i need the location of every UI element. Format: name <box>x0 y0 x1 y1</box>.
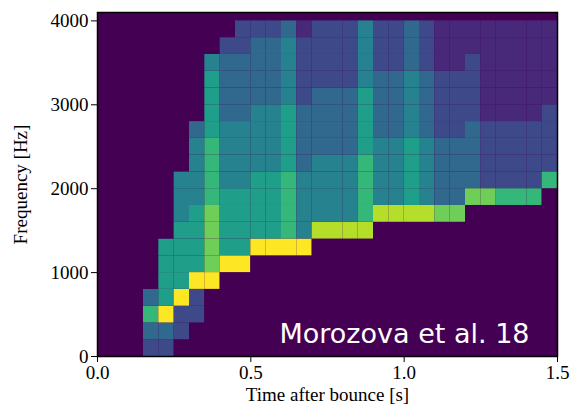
svg-text:Morozova et al. 18: Morozova et al. 18 <box>280 318 530 349</box>
svg-text:0.0: 0.0 <box>86 362 110 383</box>
svg-text:0.5: 0.5 <box>239 362 263 383</box>
svg-text:3000: 3000 <box>51 94 89 115</box>
svg-text:Time after bounce [s]: Time after bounce [s] <box>246 384 409 405</box>
svg-text:2000: 2000 <box>51 178 89 199</box>
svg-text:Frequency [Hz]: Frequency [Hz] <box>10 125 31 245</box>
svg-text:1.5: 1.5 <box>546 362 570 383</box>
svg-text:1.0: 1.0 <box>392 362 416 383</box>
svg-text:0: 0 <box>79 346 89 367</box>
svg-text:1000: 1000 <box>51 262 89 283</box>
svg-text:4000: 4000 <box>51 10 89 31</box>
